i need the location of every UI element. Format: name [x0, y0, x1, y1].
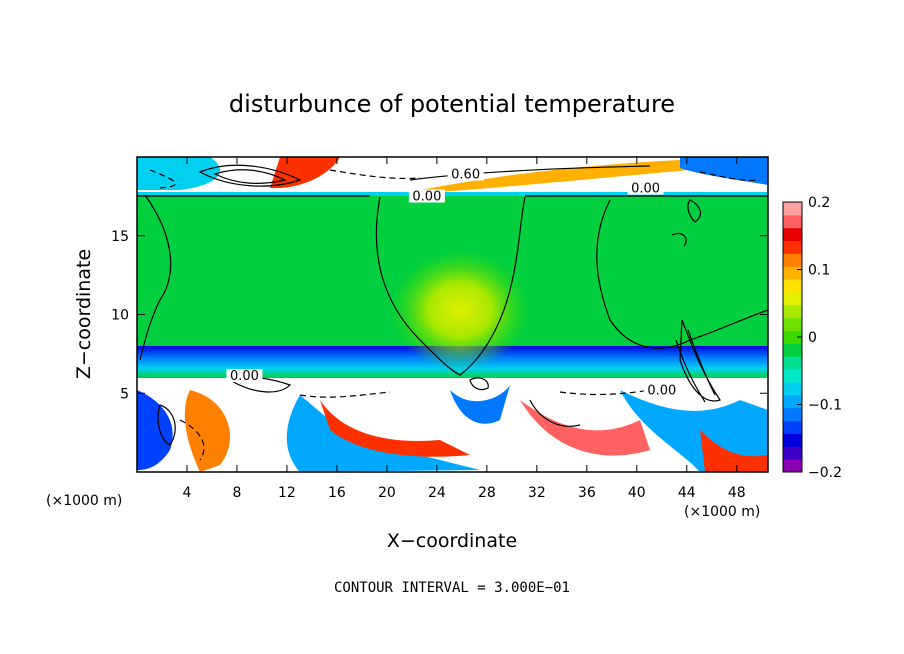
x-tick-label: 44 [678, 485, 696, 501]
upper-band-color-2 [270, 157, 340, 189]
plume-contours [671, 199, 721, 403]
colorbar-segment [783, 202, 802, 216]
bl-warm-3 [520, 400, 650, 456]
bl-cold-4 [620, 390, 768, 472]
colorbar-segment [783, 304, 802, 319]
colorbar-tick-label: −0.1 [808, 398, 842, 414]
colorbar-segment [783, 369, 802, 383]
contour-label-bg [447, 167, 484, 181]
colorbar-segment [783, 292, 802, 306]
upper-band-color-4 [680, 157, 768, 185]
y-tick-label: 15 [111, 229, 129, 245]
y-tick-label: 10 [111, 308, 129, 324]
x-tick-label: 16 [328, 485, 346, 501]
upper-contours [198, 164, 651, 187]
x-tick-label: 4 [183, 485, 192, 501]
colorbar-tick-label: 0.2 [808, 195, 830, 211]
contour-label: 0.00 [631, 182, 660, 197]
upper-band-color-1 [137, 157, 220, 190]
contour-labels: 0.60 0.00 0.00 0.00 0.00 [226, 167, 680, 398]
x-unit-left: (×1000 m) [46, 493, 122, 509]
contour-label: 0.60 [451, 167, 480, 182]
colorbar-segment [783, 407, 802, 422]
zero-contour-left [139, 194, 172, 361]
contour-label: 0.00 [230, 369, 259, 384]
colorbar-segment [783, 446, 802, 460]
zero-contour-right [596, 199, 768, 349]
contour-label: 0.00 [647, 383, 676, 398]
lower-dashed [179, 389, 651, 461]
plot-area: 0.60 0.00 0.00 0.00 0.00 [137, 157, 768, 472]
zero-contour-center [375, 196, 526, 376]
bl-warm-4 [700, 430, 768, 472]
colorbar-segment [783, 266, 802, 280]
chart-title: disturbunce of potential temperature [229, 90, 675, 118]
lower-contours [157, 376, 581, 446]
upper-dashed [149, 169, 761, 189]
colorbar: 0.2 0.1 0 −0.1 −0.2 [782, 195, 842, 481]
bl-warm-2 [320, 400, 470, 457]
colorbar-segment [783, 356, 802, 370]
colorbar-tick-label: 0.1 [808, 263, 830, 279]
bl-cold-3 [450, 385, 510, 424]
colorbar-segment [783, 394, 802, 409]
x-axis-label: X−coordinate [387, 530, 517, 552]
colorbar-segment [783, 240, 802, 254]
y-axis-label: Z−coordinate [73, 249, 95, 379]
colorbar-segment [783, 227, 802, 242]
colorbar-tick-label: −0.2 [808, 465, 842, 481]
colorbar-segment [783, 214, 802, 229]
colorbar-segment [783, 330, 802, 344]
contour-lines [137, 164, 768, 461]
contour-interval-note: CONTOUR INTERVAL = 3.000E−01 [334, 580, 570, 596]
colorbar-segment [783, 343, 802, 357]
x-tick-label: 32 [528, 485, 546, 501]
contour-label-bg [627, 181, 664, 195]
contour-label-bg [226, 369, 263, 383]
x-unit-right: (×1000 m) [684, 504, 760, 520]
x-tick-label: 24 [428, 485, 446, 501]
upper-band-color-3 [420, 160, 690, 192]
y-axis: 5 10 15 [111, 229, 768, 402]
x-tick-label: 28 [478, 485, 496, 501]
colorbar-segment [783, 459, 802, 473]
colorbar-segment [783, 317, 802, 332]
x-tick-label: 20 [378, 485, 396, 501]
x-tick-label: 36 [578, 485, 596, 501]
y-tick-label: 5 [120, 386, 129, 402]
bl-cold-2 [286, 395, 480, 472]
colorbar-segment [783, 382, 802, 396]
colorbar-segment [783, 279, 802, 293]
colorbar-tick-label: 0 [808, 330, 817, 346]
x-tick-label: 40 [628, 485, 646, 501]
bl-cold-1 [137, 390, 173, 470]
x-tick-label: 12 [278, 485, 296, 501]
x-tick-label: 8 [232, 485, 241, 501]
x-tick-label: 48 [728, 485, 746, 501]
colorbar-segment [783, 253, 802, 267]
bl-warm-1 [184, 390, 230, 472]
contour-label: 0.00 [412, 190, 441, 205]
x-axis: 4 8 12 16 20 24 28 32 36 40 44 48 [183, 157, 746, 501]
warm-core [390, 250, 530, 370]
colorbar-segment [783, 433, 802, 447]
contour-label-bg [408, 189, 445, 203]
contour-label-bg [643, 383, 680, 397]
colorbar-segment [783, 420, 802, 434]
